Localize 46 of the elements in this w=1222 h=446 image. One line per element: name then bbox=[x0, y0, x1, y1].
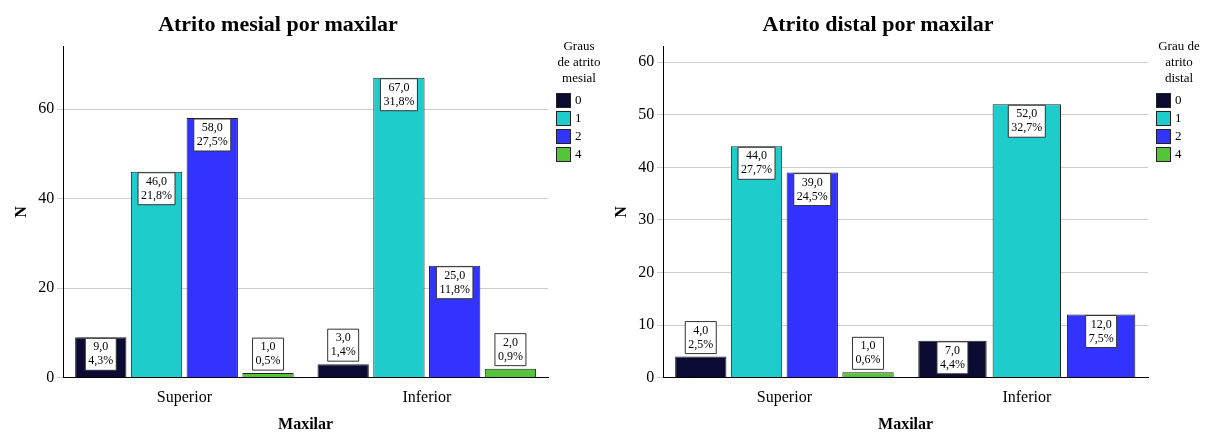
data-label: 52,0 32,7% bbox=[1011, 106, 1043, 135]
y-tick-label: 30 bbox=[638, 210, 655, 228]
data-label: 2,0 0,9% bbox=[497, 334, 523, 363]
data-label: 7,0 4,4% bbox=[939, 342, 965, 371]
y-axis-title: N bbox=[611, 205, 629, 218]
chart-title: Atrito distal por maxilar bbox=[762, 10, 994, 36]
y-tick-label: 10 bbox=[638, 315, 655, 333]
y-tick-label: 20 bbox=[638, 262, 655, 280]
legend-label: 1 bbox=[575, 110, 582, 126]
y-tick-label: 0 bbox=[46, 367, 55, 385]
legend-label: 1 bbox=[1175, 110, 1182, 126]
data-label: 4,0 2,5% bbox=[688, 322, 714, 351]
y-tick-label: 20 bbox=[38, 278, 55, 296]
data-label: 9,0 4,3% bbox=[88, 339, 114, 368]
y-axis-title: N bbox=[11, 205, 29, 218]
legend-label: 0 bbox=[575, 92, 582, 108]
y-tick-label: 50 bbox=[638, 104, 655, 122]
data-label: 1,0 0,5% bbox=[255, 339, 281, 368]
data-label: 46,0 21,8% bbox=[141, 173, 173, 202]
data-label: 12,0 7,5% bbox=[1088, 316, 1114, 345]
legend-label: 0 bbox=[1175, 92, 1182, 108]
x-tick-label: Inferior bbox=[402, 388, 452, 406]
y-tick-label: 40 bbox=[638, 157, 655, 175]
data-label: 39,0 24,5% bbox=[796, 174, 828, 203]
legend-label: 2 bbox=[575, 128, 582, 144]
x-tick-label: Superior bbox=[756, 388, 813, 407]
legend-title: Graus de atrito mesial bbox=[556, 38, 602, 86]
legend-title: Grau de atrito distal bbox=[1157, 38, 1201, 86]
y-tick-label: 60 bbox=[638, 52, 655, 70]
legend-label: 4 bbox=[575, 146, 582, 162]
x-axis-title: Maxilar bbox=[878, 414, 934, 432]
chart-title: Atrito mesial por maxilar bbox=[158, 10, 399, 36]
data-label: 3,0 1,4% bbox=[330, 330, 356, 359]
legend-label: 2 bbox=[1175, 128, 1182, 144]
data-label: 25,0 11,8% bbox=[439, 267, 470, 296]
x-tick-label: Superior bbox=[156, 388, 213, 407]
x-axis-title: Maxilar bbox=[278, 414, 334, 432]
data-label: 58,0 27,5% bbox=[196, 120, 228, 149]
x-tick-label: Inferior bbox=[1002, 388, 1052, 406]
data-label: 44,0 27,7% bbox=[741, 148, 773, 177]
y-tick-label: 40 bbox=[38, 188, 55, 206]
data-label: 1,0 0,6% bbox=[855, 338, 881, 367]
y-tick-label: 60 bbox=[38, 99, 55, 117]
data-label: 67,0 31,8% bbox=[383, 79, 415, 108]
legend-label: 4 bbox=[1175, 146, 1182, 162]
y-tick-label: 0 bbox=[646, 367, 655, 385]
